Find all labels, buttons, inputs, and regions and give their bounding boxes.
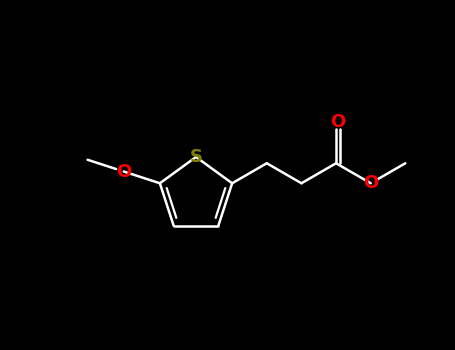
- Text: S: S: [189, 148, 202, 166]
- Text: O: O: [363, 174, 378, 192]
- Text: O: O: [116, 162, 131, 181]
- Text: O: O: [330, 113, 346, 131]
